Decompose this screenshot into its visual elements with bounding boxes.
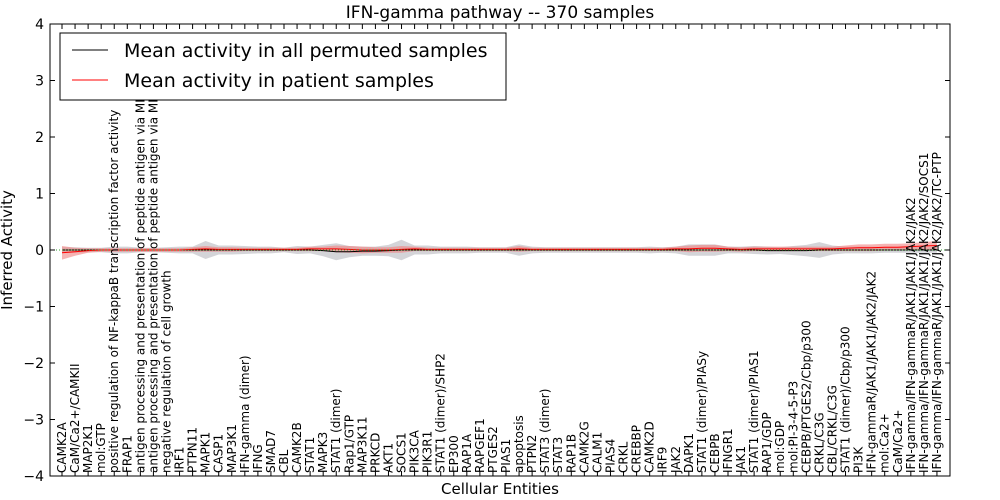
y-tick-label: 1 — [35, 187, 44, 203]
x-tick-label: PRKCD — [368, 433, 382, 473]
x-tick-label: RAPGEF1 — [473, 418, 487, 473]
y-tick-label: 0 — [35, 243, 44, 259]
x-tick-label: mol:GDP — [773, 421, 787, 473]
y-tick-label: 2 — [35, 130, 44, 146]
x-tick-label: PI3K — [852, 446, 866, 473]
x-tick-label: CEBPB/PTGES2/Cbp/p300 — [799, 320, 813, 473]
x-tick-label: STAT3 — [551, 437, 565, 473]
x-tick-label: STAT1 (dimer) — [329, 389, 343, 473]
x-tick-label: apoptosis — [512, 415, 526, 473]
legend-label-1: Mean activity in all permuted samples — [124, 40, 487, 62]
x-tick-label: PIK3CA — [408, 429, 422, 473]
x-tick-label: CBL — [277, 449, 291, 473]
x-tick-label: DAPK1 — [682, 433, 696, 473]
x-tick-label: MAPK3 — [316, 432, 330, 473]
y-tick-label: −2 — [23, 356, 44, 372]
x-tick-label: CAMK2B — [290, 422, 304, 473]
x-tick-label: PIK3R1 — [421, 431, 435, 473]
x-tick-label: IFN-gammaR/JAK1/JAK1/JAK2/JAK2 — [865, 271, 879, 473]
x-tick-label: STAT1 — [303, 437, 317, 473]
x-tick-label: Rap1/GTP — [342, 415, 356, 473]
x-tick-label: MAP3K1 — [225, 424, 239, 473]
x-tick-label: STAT1 (dimer)/PIASy — [695, 351, 709, 473]
y-tick-label: 3 — [35, 74, 44, 90]
x-tick-label: STAT1 (dimer)/Cbp/p300 — [839, 326, 853, 473]
x-tick-label: IFNG — [251, 444, 265, 473]
x-tick-label: CaM/Ca2+/CAMKII — [68, 364, 82, 473]
x-tick-label: AKT1 — [381, 443, 395, 473]
x-tick-label: CREBBP — [630, 425, 644, 473]
legend-label-2: Mean activity in patient samples — [124, 70, 434, 92]
x-tick-label: CAMK2A — [55, 422, 69, 473]
x-tick-label: IFN-gamma/IFN-gammaR/JAK1/JAK1/JAK2/JAK2… — [917, 153, 931, 473]
x-tick-label: MAP2K1 — [81, 424, 95, 473]
series-line-1 — [62, 249, 937, 253]
x-tick-label: SOCS1 — [395, 432, 409, 473]
x-tick-label: STAT1 (dimer)/PIAS1 — [747, 350, 761, 473]
x-tick-label: PIAS1 — [499, 439, 513, 473]
x-tick-label: CEBPB — [708, 433, 722, 473]
x-tick-label: RAP1/GDP — [760, 412, 774, 473]
x-tick-label: SMAD7 — [264, 430, 278, 473]
x-tick-label: PTGES2 — [486, 426, 500, 473]
chart-title: IFN-gamma pathway -- 370 samples — [346, 3, 655, 23]
x-axis-label: Cellular Entities — [441, 480, 559, 498]
x-tick-label: mol:Ca2+ — [878, 413, 892, 473]
x-tick-label: RAP1A — [460, 433, 474, 473]
x-tick-label: mol:GTP — [94, 423, 108, 473]
x-tick-label: PTPN2 — [525, 435, 539, 473]
series-line-2 — [61, 245, 937, 254]
y-axis-label: Inferred Activity — [0, 190, 16, 310]
x-tick-label: PIAS4 — [603, 439, 617, 473]
x-tick-label: MAPK1 — [199, 432, 213, 473]
x-tick-label: antigen processing and presentation of p… — [133, 44, 147, 473]
x-tick-label: IFN-gamma/IFN-gammaR/JAK1/JAK1/JAK2/JAK2… — [930, 152, 944, 473]
x-tick-label: CAMK2D — [643, 421, 657, 473]
x-tick-label: CAMK2G — [577, 421, 591, 473]
x-tick-label: IRF9 — [656, 447, 670, 473]
x-tick-label: EP300 — [447, 435, 461, 473]
x-tick-label: PTPN11 — [186, 427, 200, 473]
y-tick-label: −4 — [23, 469, 44, 485]
x-tick-label: STAT1 (dimer)/SHP2 — [434, 353, 448, 473]
x-tick-label: CaM/Ca2+ — [891, 409, 905, 473]
y-tick-label: −3 — [23, 413, 44, 429]
x-tick-label: positive regulation of NF-kappaB transcr… — [107, 110, 121, 473]
x-tick-label: IRF1 — [173, 447, 187, 473]
y-tick-label: 4 — [35, 17, 44, 33]
x-tick-label: negative regulation of cell growth — [159, 270, 173, 473]
legend-box — [59, 32, 507, 101]
x-tick-label: JAK2 — [669, 446, 683, 474]
x-tick-label: CBL/CRKL/C3G — [825, 385, 839, 473]
x-tick-label: mol:PI-3-4-5-P3 — [786, 381, 800, 473]
x-tick-label: antigen processing and presentation of p… — [146, 41, 160, 473]
x-tick-label: CRKL/C3G — [812, 412, 826, 473]
x-tick-label: CASP1 — [212, 434, 226, 473]
x-tick-label: CRKL — [617, 441, 631, 473]
x-tick-label: STAT3 (dimer) — [538, 389, 552, 473]
x-tick-label: FRAP1 — [120, 435, 134, 473]
x-tick-label: MAP3K11 — [355, 416, 369, 473]
x-tick-label: RAP1B — [564, 434, 578, 473]
x-tick-label: IFN-gamma/IFN-gammaR/JAK1/JAK1/JAK2/JAK2 — [904, 197, 918, 473]
x-tick-label: CALM1 — [590, 432, 604, 473]
x-tick-label: IFNGR1 — [721, 428, 735, 473]
x-tick-label: JAK1 — [734, 446, 748, 474]
x-tick-label: IFN-gamma (dimer) — [238, 355, 252, 473]
y-tick-label: −1 — [23, 300, 44, 316]
plot-frame — [49, 23, 951, 477]
